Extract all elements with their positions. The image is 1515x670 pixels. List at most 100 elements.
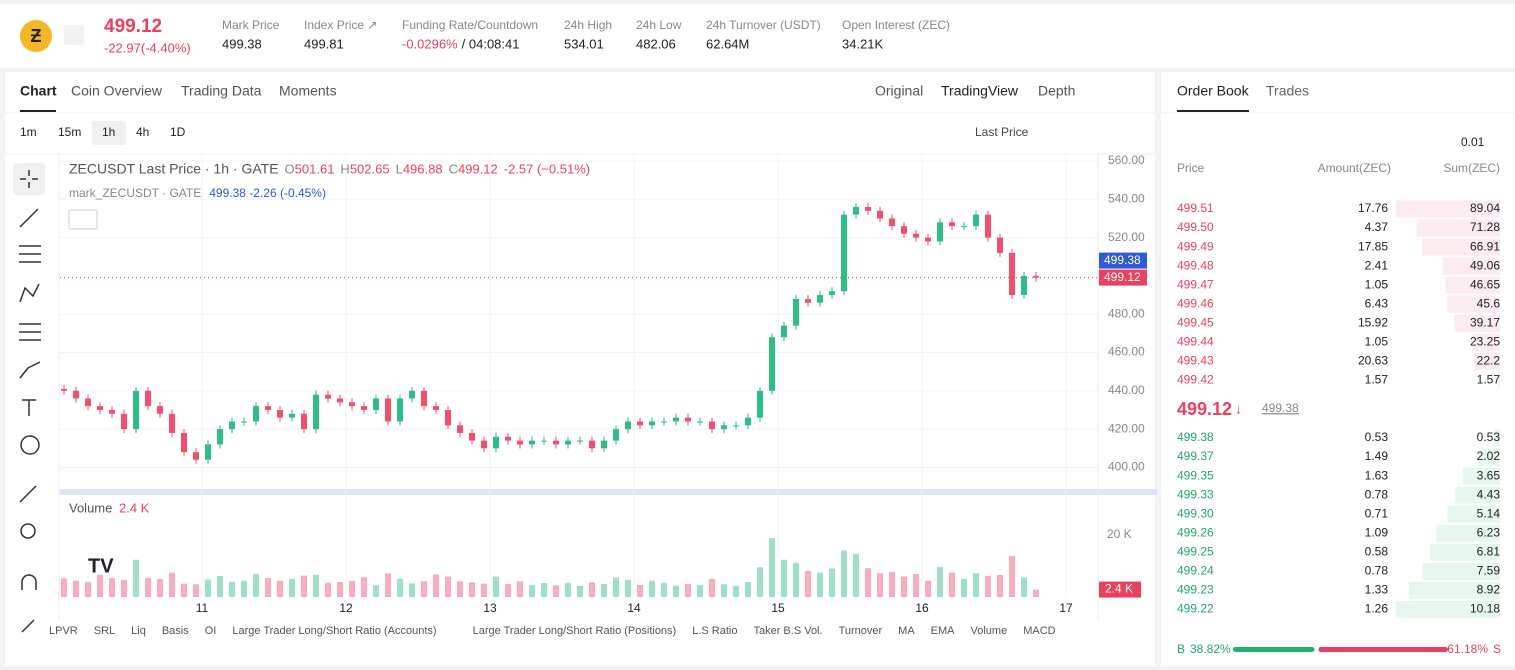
star[interactable] — [64, 25, 84, 45]
candle — [109, 409, 115, 414]
book-price: 499.23 — [1177, 583, 1214, 597]
book-price: 499.50 — [1177, 220, 1214, 234]
candle — [409, 390, 415, 399]
book-amount: 2.41 — [1365, 258, 1389, 272]
volume-bar — [397, 578, 403, 597]
book-amount: 1.05 — [1365, 335, 1389, 349]
candle — [889, 218, 895, 227]
candle — [229, 421, 235, 430]
book-tab[interactable]: Trades — [1266, 83, 1309, 99]
book-amount: 1.33 — [1365, 583, 1389, 597]
indicator[interactable]: LPVR — [49, 625, 78, 637]
candle — [661, 421, 667, 423]
interval[interactable]: 1D — [170, 125, 186, 139]
volume-bar — [985, 575, 991, 597]
book-price: 499.25 — [1177, 544, 1214, 558]
depth-bar — [1472, 333, 1500, 351]
book-amount: 0.78 — [1365, 564, 1389, 578]
mark-symbol: mark_ZECUSDT · GATE — [69, 186, 201, 200]
book-amount: 4.37 — [1365, 220, 1389, 234]
volume-bar — [1033, 589, 1039, 597]
depth-bar — [1396, 600, 1500, 618]
interval[interactable]: 1m — [20, 125, 37, 139]
candle — [217, 429, 223, 445]
indicator[interactable]: Basis — [162, 625, 189, 637]
precision: 0.01 — [1461, 135, 1485, 149]
book-sum: 46.65 — [1470, 277, 1500, 291]
candle — [181, 432, 187, 453]
y-tick-label: 420.00 — [1108, 421, 1145, 435]
view-tab[interactable]: TradingView — [941, 83, 1019, 99]
volume-bar — [265, 578, 271, 597]
view-tab[interactable]: Original — [875, 83, 923, 99]
indicator[interactable]: Large Trader Long/Short Ratio (Positions… — [473, 625, 677, 637]
stat-value: 34.21K — [842, 36, 884, 51]
indicator[interactable]: L.S Ratio — [692, 625, 737, 637]
y-tick-label: 460.00 — [1108, 345, 1145, 359]
indicator[interactable]: MACD — [1023, 625, 1055, 637]
candle — [709, 421, 715, 430]
ohlc-value: 496.88 — [403, 161, 443, 176]
indicator[interactable]: EMA — [931, 625, 956, 637]
stat-value: -0.0296% — [402, 36, 458, 51]
depth-bar — [1462, 467, 1500, 485]
interval[interactable]: 1h — [102, 125, 115, 139]
candle — [325, 394, 331, 399]
indicator[interactable]: Large Trader Long/Short Ratio (Accounts) — [232, 625, 436, 637]
tab[interactable]: Chart — [20, 83, 57, 99]
candle — [961, 226, 967, 228]
candle — [289, 413, 295, 418]
book-amount: 17.76 — [1358, 201, 1388, 215]
volume-bar — [769, 538, 775, 597]
book-amount: 1.63 — [1365, 468, 1389, 482]
volume-bar — [529, 584, 535, 597]
candle — [565, 440, 571, 445]
candle — [913, 233, 919, 238]
candle — [277, 409, 283, 418]
interval[interactable]: 15m — [58, 125, 81, 139]
candle — [145, 390, 151, 407]
indicator[interactable]: Turnover — [839, 625, 883, 637]
volume-bar — [625, 579, 631, 597]
volume-bar — [805, 570, 811, 597]
tab[interactable]: Coin Overview — [71, 83, 163, 99]
candle — [397, 398, 403, 422]
volume-bar — [181, 583, 187, 597]
candle — [625, 421, 631, 430]
volume-bar — [169, 572, 175, 597]
volume-bar — [697, 584, 703, 597]
candle — [457, 425, 463, 433]
candle — [157, 406, 163, 414]
book-tab[interactable]: Order Book — [1177, 83, 1250, 99]
volume-bar — [481, 583, 487, 597]
ohlc-value: 502.65 — [350, 161, 390, 176]
volume-bar — [409, 583, 415, 597]
volume-bar — [781, 559, 787, 597]
candle — [721, 425, 727, 430]
book-sum: 2.02 — [1477, 449, 1501, 463]
indicator[interactable]: MA — [898, 625, 915, 637]
indicator[interactable]: Taker B.S Vol. — [753, 625, 822, 637]
volume-bar — [325, 582, 331, 597]
tab[interactable]: Moments — [279, 83, 337, 99]
indicator[interactable]: SRL — [94, 625, 115, 637]
collapse[interactable] — [68, 209, 98, 230]
tool-active[interactable] — [13, 163, 45, 195]
interval[interactable]: 4h — [136, 125, 149, 139]
indicator[interactable]: Volume — [971, 625, 1008, 637]
volume-bar — [889, 571, 895, 597]
candle — [937, 222, 943, 242]
column-header: Sum(ZEC) — [1443, 161, 1500, 175]
tab[interactable]: Trading Data — [181, 83, 262, 99]
depth-bar — [1421, 238, 1500, 256]
indicator[interactable]: OI — [205, 625, 217, 637]
book-price: 499.46 — [1177, 296, 1214, 310]
candle — [637, 421, 643, 426]
ohlc-key: C — [449, 161, 458, 176]
indicator[interactable]: Liq — [131, 625, 146, 637]
view-tab[interactable]: Depth — [1038, 83, 1075, 99]
volume-bar — [1021, 577, 1027, 597]
volume-bar — [637, 584, 643, 597]
volume-bar — [661, 582, 667, 597]
